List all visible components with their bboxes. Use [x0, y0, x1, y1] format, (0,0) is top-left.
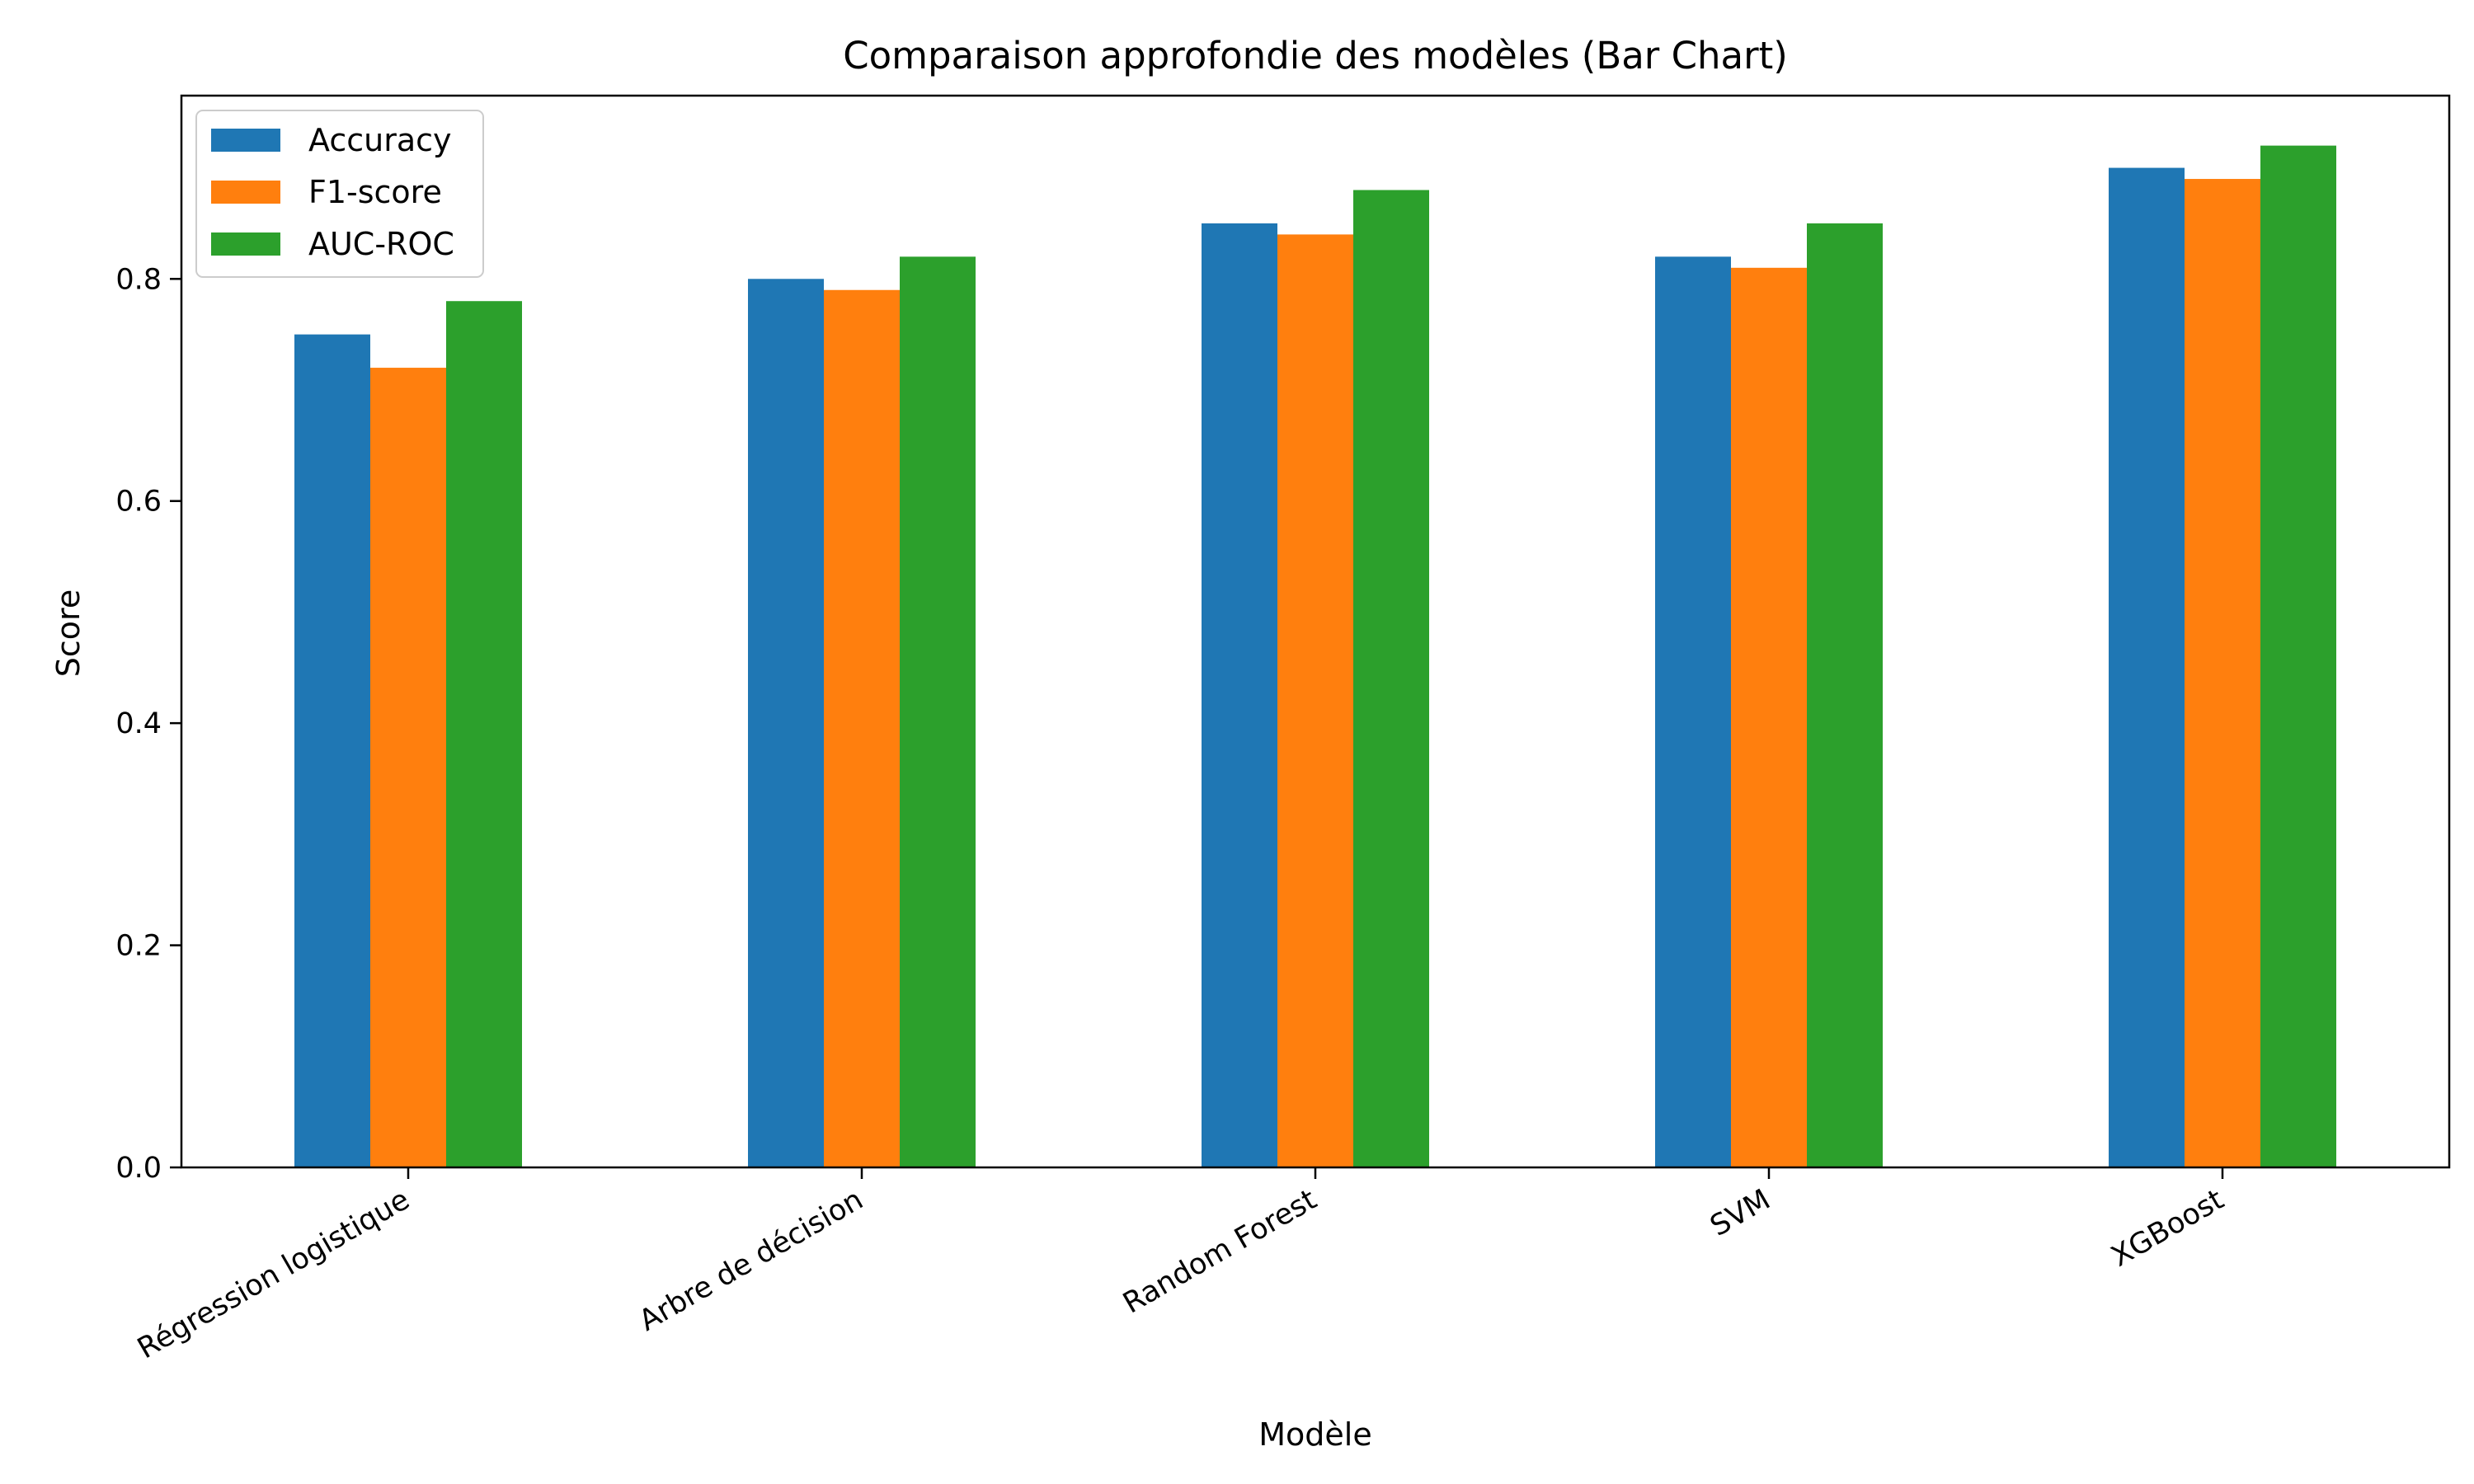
y-tick-label: 0.8 — [115, 263, 162, 296]
bar-accuracy-2 — [748, 279, 824, 1167]
y-tick-label: 0.4 — [115, 707, 162, 740]
bar-accuracy-3 — [1202, 223, 1277, 1168]
bar-f1-score-3 — [1277, 234, 1353, 1167]
bars-group — [294, 145, 2336, 1168]
legend-label: AUC-ROC — [308, 226, 454, 262]
legend: Accuracy F1-score AUC-ROC — [195, 110, 484, 278]
bar-auc-roc-4 — [1807, 223, 1883, 1168]
y-tick-label: 0.2 — [115, 930, 162, 963]
y-axis: 0.0 0.2 0.4 0.6 0.8 — [115, 263, 181, 1185]
chart-title: Comparaison approfondie des modèles (Bar… — [843, 34, 1788, 77]
legend-label: F1-score — [308, 174, 442, 210]
bar-auc-roc-1 — [446, 301, 522, 1168]
legend-label: Accuracy — [308, 122, 452, 158]
bar-accuracy-5 — [2109, 167, 2185, 1167]
x-axis-label: Modèle — [1258, 1416, 1371, 1453]
bar-accuracy-1 — [294, 334, 370, 1167]
y-tick-label: 0.0 — [115, 1152, 162, 1185]
bar-auc-roc-2 — [900, 256, 976, 1167]
bar-f1-score-4 — [1731, 267, 1807, 1167]
bar-auc-roc-3 — [1353, 190, 1429, 1167]
legend-swatch — [211, 181, 280, 204]
legend-swatch — [211, 232, 280, 256]
bar-f1-score-2 — [824, 289, 900, 1168]
bar-f1-score-1 — [370, 368, 446, 1167]
legend-swatch — [211, 129, 280, 152]
bar-accuracy-4 — [1655, 256, 1731, 1167]
bar-f1-score-5 — [2185, 179, 2260, 1168]
bar-auc-roc-5 — [2260, 145, 2336, 1167]
y-tick-label: 0.6 — [115, 486, 162, 519]
y-axis-label: Score — [50, 589, 87, 677]
